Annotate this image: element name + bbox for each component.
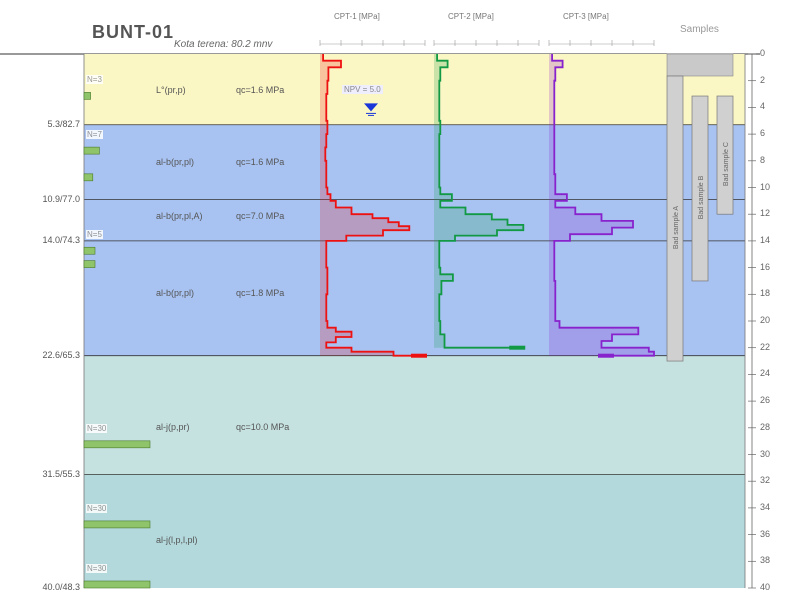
cpt-line — [551, 54, 655, 357]
layer-name: al-b(pr,pl,A) — [156, 210, 203, 221]
cpt-header: CPT-2 [MPa] — [448, 12, 494, 21]
layer-name: L°(pr,p) — [156, 85, 186, 96]
layer-name: al-j(l,p,l,pl) — [156, 535, 198, 546]
elevation-mark: 40.0/48.3 — [42, 582, 80, 592]
elevation-mark: 31.5/55.3 — [42, 468, 80, 479]
cpt-header: CPT-3 [MPa] — [563, 12, 609, 21]
depth-tick-label: 28 — [760, 421, 771, 432]
depth-tick-label: 34 — [760, 501, 771, 512]
spt-label: N=5 — [86, 230, 103, 240]
depth-tick-label: 18 — [760, 288, 771, 299]
depth-tick-label: 24 — [760, 368, 771, 379]
spt-bar — [83, 260, 96, 268]
layer-qc: qc=7.0 MPa — [236, 210, 285, 221]
depth-tick-label: 0 — [760, 48, 766, 58]
depth-tick-label: 20 — [760, 315, 771, 325]
elevation-mark: 22.6/65.3 — [42, 349, 80, 360]
spt-bar — [83, 92, 91, 100]
depth-tick-label: 2 — [760, 74, 766, 85]
borehole-title: BUNT-01 — [92, 22, 175, 42]
terrain-elevation-label: Kota terena: 80.2 mnv — [174, 39, 273, 50]
soil-layer — [84, 124, 745, 200]
depth-tick-label: 30 — [760, 448, 771, 459]
layer-name: al-b(pr,pl) — [156, 157, 195, 168]
sample-bar — [666, 75, 684, 362]
layer-qc: qc=1.6 MPa — [236, 85, 285, 96]
spt-label: N=7 — [86, 130, 103, 140]
groundwater-label: NPV = 5.0 — [342, 85, 383, 95]
layer-qc: qc=1.6 MPa — [236, 157, 285, 168]
elevation-mark: 10.9/77.0 — [42, 193, 80, 204]
depth-tick-label: 8 — [760, 154, 766, 165]
soil-layer — [84, 54, 745, 125]
spt-bar — [83, 173, 94, 182]
spt-label: N=30 — [86, 423, 108, 433]
depth-tick-label: 16 — [760, 261, 771, 272]
spt-bar — [83, 440, 151, 449]
samples-top-box — [666, 53, 734, 77]
sample-label: Bad sample A — [673, 206, 680, 250]
spt-bar — [83, 146, 100, 155]
layer-name: al-j(p,pr) — [156, 421, 190, 432]
cpt-end-marker — [509, 345, 526, 350]
depth-tick-label: 26 — [760, 395, 771, 406]
elevation-mark: 5.3/82.7 — [47, 118, 80, 129]
depth-tick-label: 4 — [760, 101, 766, 112]
depth-tick-label: 22 — [760, 341, 771, 352]
spt-bar — [83, 580, 151, 589]
soil-layer — [84, 355, 745, 475]
elevation-mark: 14.0/74.3 — [42, 234, 80, 245]
sample-label: Bad sample B — [698, 175, 705, 219]
spt-bar — [83, 246, 96, 255]
sample-label: Bad sample C — [723, 142, 730, 186]
layer-name: al-b(pr,pl) — [156, 288, 195, 299]
depth-tick-label: 10 — [760, 181, 771, 192]
depth-tick-label: 38 — [760, 555, 771, 566]
cpt-line — [322, 54, 425, 357]
cpt-line — [436, 54, 525, 349]
spt-bar — [83, 520, 151, 529]
soil-layer — [84, 240, 745, 356]
depth-tick-label: 36 — [760, 528, 771, 539]
soil-layer — [84, 474, 745, 588]
depth-tick-label: 32 — [760, 475, 771, 486]
cpt-header: CPT-1 [MPa] — [334, 12, 380, 21]
soil-layer — [84, 199, 745, 241]
spt-label: N=30 — [86, 503, 108, 513]
depth-tick-label: 6 — [760, 128, 766, 139]
depth-tick-label: 14 — [760, 234, 771, 245]
groundwater-triangle — [364, 103, 378, 112]
depth-tick-label: 40 — [760, 582, 771, 592]
samples-header: Samples — [680, 24, 719, 35]
cpt-end-marker — [598, 353, 614, 358]
spt-label: N=30 — [86, 564, 108, 573]
spt-label: N=3 — [86, 75, 103, 85]
layer-qc: qc=10.0 MPa — [236, 421, 290, 432]
sample-bar — [691, 95, 709, 282]
depth-tick-label: 12 — [760, 208, 771, 219]
layer-qc: qc=1.8 MPa — [236, 288, 285, 299]
cpt-end-marker — [411, 353, 427, 358]
sample-bar — [716, 95, 734, 215]
